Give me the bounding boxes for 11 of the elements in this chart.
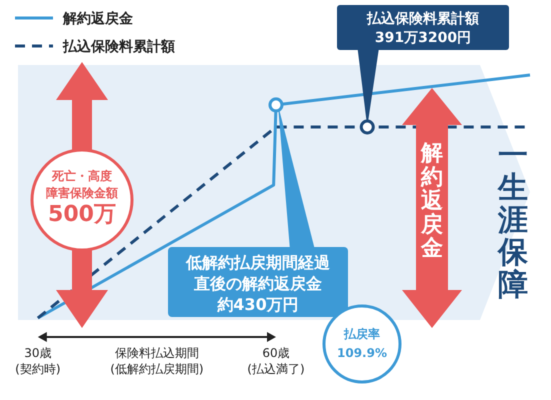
text: 保険料払込期間 (低解約払戻期間) bbox=[110, 346, 204, 376]
annotation: 解約返戻金 bbox=[420, 141, 443, 262]
text: 払戻率 109.9% bbox=[337, 327, 387, 360]
annotation: 死亡・高度障害保険金額500万 bbox=[46, 169, 118, 227]
legend-label: 解約返戻金 bbox=[62, 10, 134, 27]
x-tick-label: 60歳 (払込満了) bbox=[247, 346, 305, 376]
legend-label: 払込保険料累計額 bbox=[62, 38, 175, 55]
annotation: 低解約払戻期間経過直後の解約返戻金約430万円 bbox=[185, 253, 331, 314]
annotation: 払込保険料累計額 391万3200円 bbox=[366, 10, 479, 46]
annotation: 一生涯保障 bbox=[497, 138, 529, 303]
x-tick-label: 30歳 (契約時) bbox=[15, 346, 61, 376]
